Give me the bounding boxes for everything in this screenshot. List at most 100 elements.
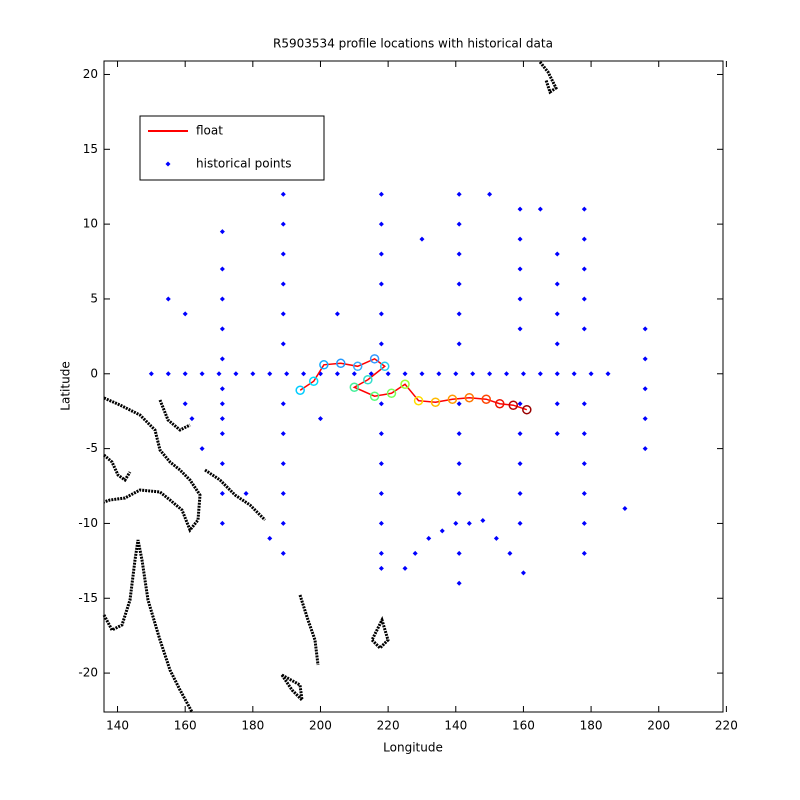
historical-point xyxy=(219,520,225,526)
historical-point xyxy=(554,251,560,257)
historical-point xyxy=(622,505,628,511)
historical-point xyxy=(280,191,286,197)
historical-point xyxy=(554,371,560,377)
float-point xyxy=(447,394,458,404)
float-point xyxy=(363,375,373,385)
historical-point xyxy=(581,296,587,302)
historical-point xyxy=(219,416,225,422)
historical-point xyxy=(378,431,384,437)
x-tick-label: 180 xyxy=(241,719,264,733)
coastline xyxy=(204,468,267,522)
float-point xyxy=(413,395,424,406)
historical-point xyxy=(243,491,249,497)
historical-point xyxy=(456,550,462,556)
historical-point xyxy=(219,266,225,272)
historical-point xyxy=(317,416,323,422)
historical-point xyxy=(554,281,560,287)
historical-point xyxy=(554,401,560,407)
historical-point xyxy=(378,461,384,467)
historical-point xyxy=(456,221,462,227)
float-point xyxy=(369,391,380,401)
historical-point xyxy=(219,296,225,302)
historical-point xyxy=(280,520,286,526)
historical-point xyxy=(378,251,384,257)
historical-point xyxy=(456,341,462,347)
historical-point xyxy=(439,528,445,534)
coastline xyxy=(102,539,194,713)
historical-point xyxy=(165,296,171,302)
x-tick-label: 180 xyxy=(580,719,603,733)
historical-point xyxy=(301,371,307,377)
historical-point xyxy=(419,371,425,377)
historical-point xyxy=(456,281,462,287)
historical-point xyxy=(517,236,523,242)
float-point xyxy=(508,400,519,410)
historical-point xyxy=(267,535,273,541)
coastline xyxy=(103,453,132,483)
historical-point xyxy=(507,550,513,556)
historical-point xyxy=(493,535,499,541)
y-tick-label: 10 xyxy=(83,217,98,231)
float-point xyxy=(295,385,305,395)
historical-point xyxy=(487,191,493,197)
historical-point xyxy=(219,431,225,437)
historical-point xyxy=(517,491,523,497)
x-tick-label: 200 xyxy=(309,719,332,733)
historical-point xyxy=(581,326,587,332)
historical-point xyxy=(517,401,523,407)
historical-point xyxy=(436,371,442,377)
historical-point xyxy=(385,371,391,377)
historical-point xyxy=(480,517,486,523)
y-tick-label: -20 xyxy=(78,666,98,680)
historical-point xyxy=(642,326,648,332)
historical-point xyxy=(470,371,476,377)
x-axis-label: Longitude xyxy=(383,741,443,755)
historical-point xyxy=(280,461,286,467)
y-tick-label: 0 xyxy=(90,366,98,380)
coastline xyxy=(298,594,320,666)
coastline xyxy=(280,673,305,705)
historical-point xyxy=(581,550,587,556)
float-point xyxy=(349,382,360,392)
x-tick-label: 220 xyxy=(715,719,738,733)
float-point xyxy=(352,361,363,372)
historical-point xyxy=(581,520,587,526)
historical-point xyxy=(456,401,462,407)
historical-point xyxy=(219,461,225,467)
historical-point xyxy=(233,371,239,377)
historical-point xyxy=(581,401,587,407)
historical-point xyxy=(280,401,286,407)
historical-point xyxy=(199,446,205,452)
historical-point xyxy=(517,326,523,332)
historical-point xyxy=(642,416,648,422)
historical-point xyxy=(280,221,286,227)
historical-point xyxy=(554,311,560,317)
historical-point xyxy=(334,371,340,377)
historical-point xyxy=(189,416,195,422)
historical-point xyxy=(165,371,171,377)
historical-point xyxy=(412,550,418,556)
historical-point xyxy=(453,371,459,377)
chart-title: R5903534 profile locations with historic… xyxy=(273,37,553,51)
float-point xyxy=(400,379,410,390)
historical-point xyxy=(581,266,587,272)
historical-point xyxy=(520,570,526,576)
historical-point xyxy=(581,491,587,497)
historical-point xyxy=(378,550,384,556)
historical-point xyxy=(219,491,225,497)
historical-point xyxy=(216,371,222,377)
historical-point xyxy=(378,565,384,571)
x-tick-label: 140 xyxy=(106,719,129,733)
historical-point xyxy=(378,520,384,526)
historical-point xyxy=(517,520,523,526)
legend-label: float xyxy=(196,124,223,138)
historical-point xyxy=(219,229,225,235)
historical-point xyxy=(334,311,340,317)
historical-point xyxy=(148,371,154,377)
float-point xyxy=(369,354,380,364)
historical-point xyxy=(588,371,594,377)
coastline xyxy=(158,399,191,432)
historical-point xyxy=(402,371,408,377)
historical-point xyxy=(280,431,286,437)
